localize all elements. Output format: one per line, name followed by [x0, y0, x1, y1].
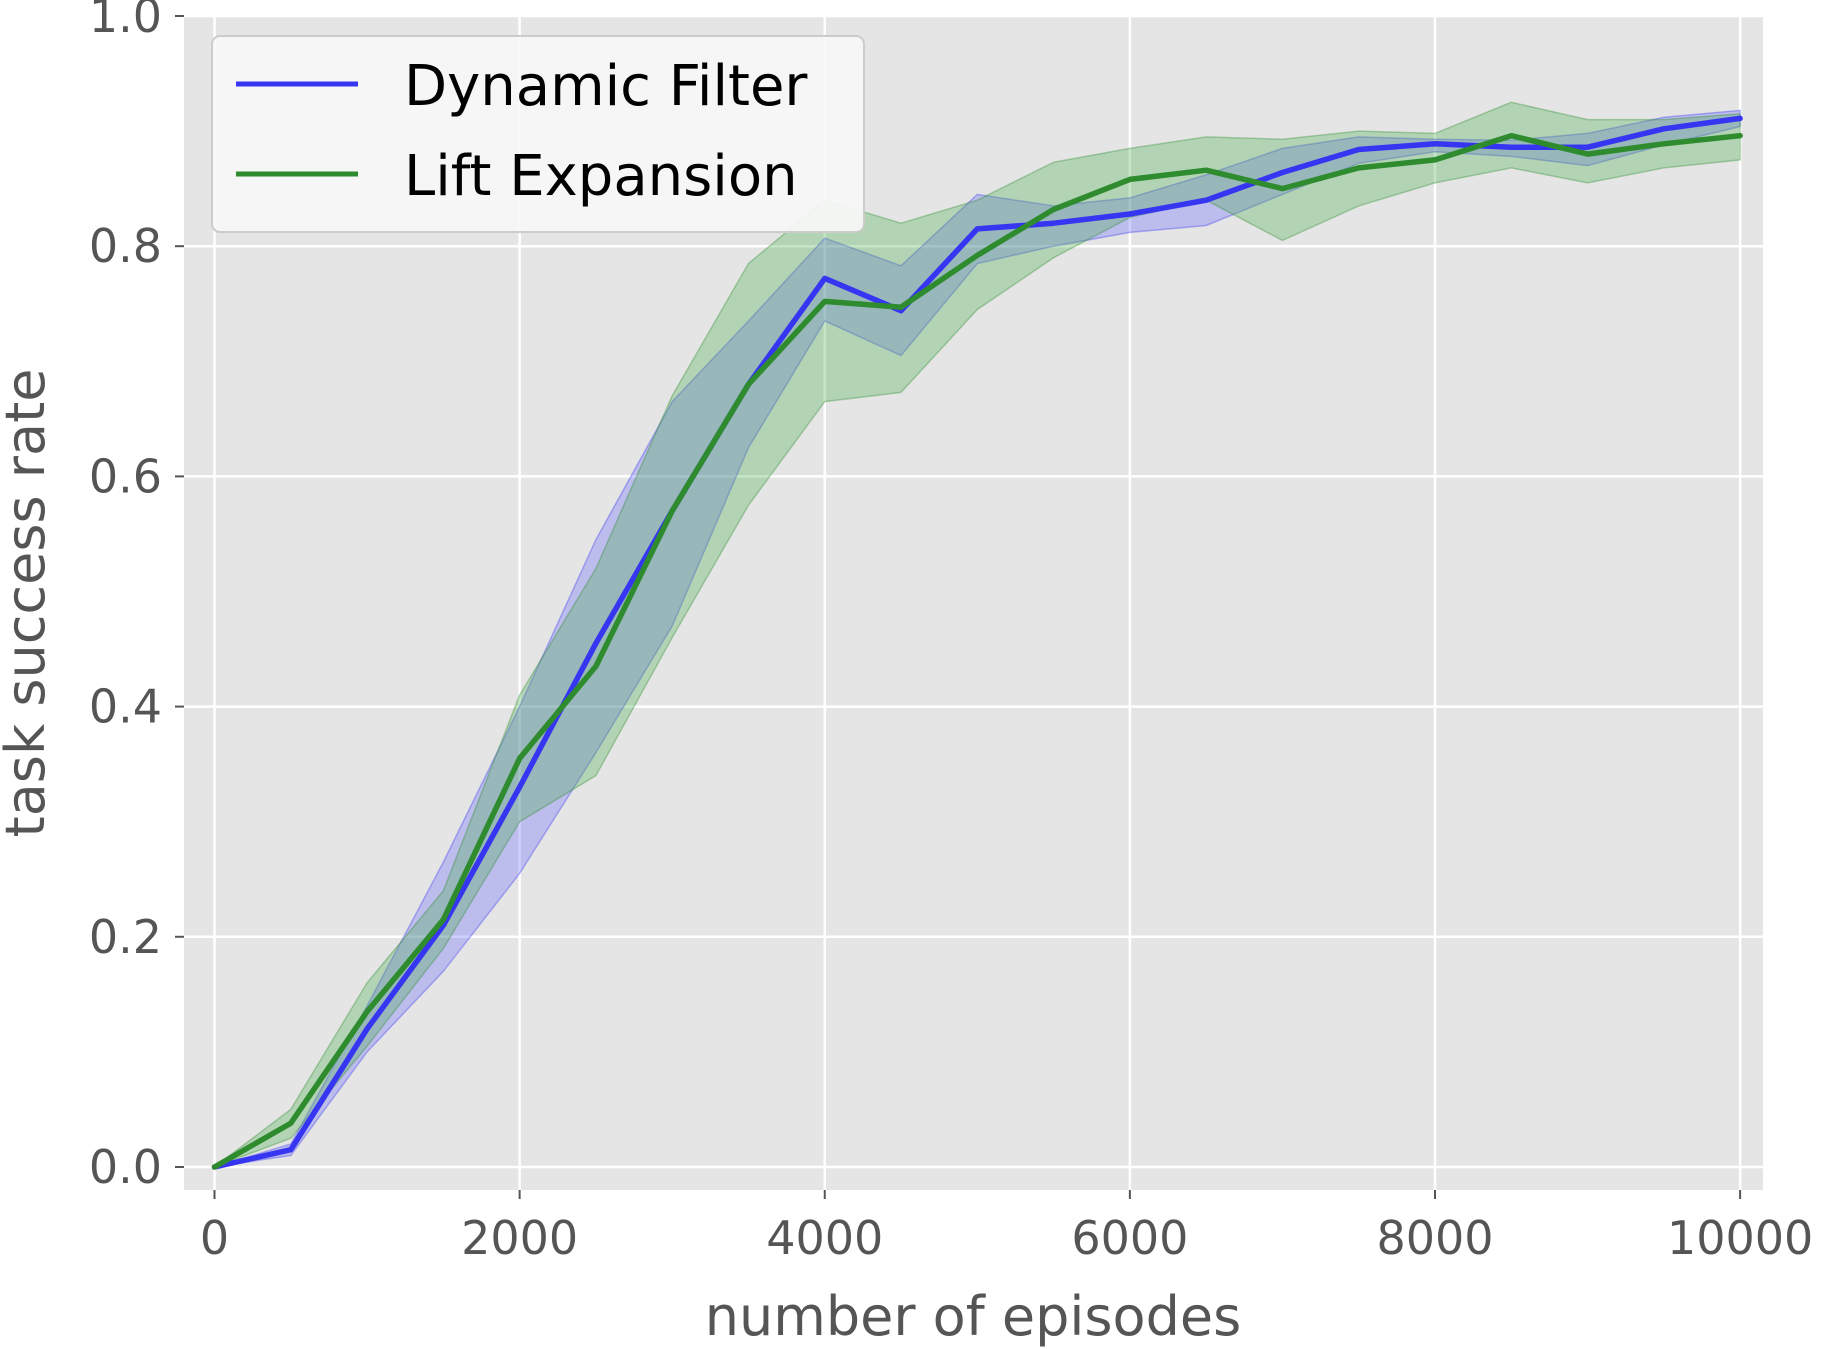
- y-tick-label: 0.4: [89, 680, 162, 734]
- x-axis-label: number of episodes: [705, 1285, 1241, 1348]
- y-tick-label: 0.0: [89, 1140, 162, 1194]
- y-tick-label: 0.2: [89, 910, 162, 964]
- legend-box: [211, 35, 865, 233]
- legend: Dynamic Filter Lift Expansion: [211, 35, 865, 233]
- x-ticks: 0 2000 4000 6000 8000 10000: [200, 1190, 1813, 1265]
- x-tick-label: 10000: [1667, 1211, 1813, 1265]
- y-tick-label: 0.8: [89, 219, 162, 273]
- legend-label-lift-expansion: Lift Expansion: [404, 144, 798, 209]
- y-tick-label: 1.0: [89, 0, 162, 43]
- x-tick-label: 6000: [1071, 1211, 1188, 1265]
- y-axis-label: task success rate: [0, 369, 57, 838]
- legend-label-dynamic-filter: Dynamic Filter: [404, 54, 808, 119]
- x-tick-label: 8000: [1376, 1211, 1493, 1265]
- series-lines: [211, 115, 1743, 1170]
- x-tick-label: 0: [200, 1211, 229, 1265]
- y-tick-label: 0.6: [89, 449, 162, 503]
- line-lift-expansion: [211, 132, 1743, 1170]
- x-tick-label: 2000: [461, 1211, 578, 1265]
- x-tick-label: 4000: [766, 1211, 883, 1265]
- y-ticks: 0.0 0.2 0.4 0.6 0.8 1.0: [89, 0, 184, 1194]
